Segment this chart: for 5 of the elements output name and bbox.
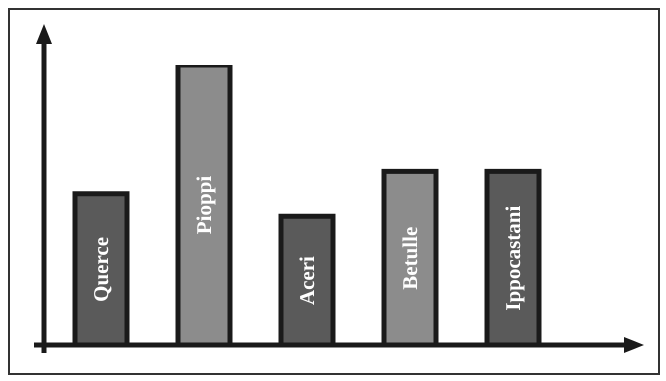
x-tick-label: Aceri <box>295 256 319 306</box>
x-tick-label: Querce <box>89 236 113 302</box>
x-tick-label: Pioppi <box>192 176 216 234</box>
x-tick-label: Betulle <box>398 226 422 290</box>
x-tick-label: Ippocastani <box>501 206 525 311</box>
